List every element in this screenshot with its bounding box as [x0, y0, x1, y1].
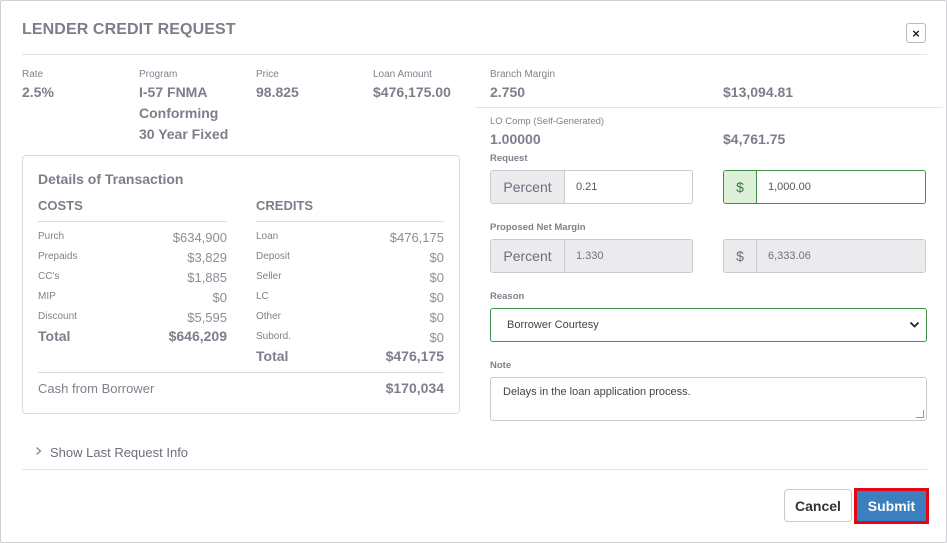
note-text: Delays in the loan application process.	[503, 386, 691, 398]
request-percent-addon: Percent	[491, 171, 565, 203]
request-label: Request	[490, 153, 528, 164]
show-last-request-toggle[interactable]: Show Last Request Info	[35, 445, 188, 460]
proposed-percent-field: 1.330	[565, 240, 692, 272]
chevron-down-icon	[909, 319, 920, 333]
cost-row-label: Prepaids	[38, 251, 78, 262]
credit-row-label: Seller	[256, 271, 282, 282]
show-last-request-label: Show Last Request Info	[50, 445, 189, 460]
credits-total-label: Total	[256, 348, 289, 364]
credit-row-value: $0	[429, 310, 444, 325]
credit-row-label: LC	[256, 291, 269, 302]
reason-selected-value: Borrower Courtesy	[507, 319, 599, 331]
rate-value: 2.5%	[22, 84, 54, 100]
costs-divider	[38, 221, 227, 222]
loan-amount-label: Loan Amount	[373, 69, 432, 80]
note-label: Note	[490, 360, 512, 371]
cost-row-value: $1,885	[187, 270, 227, 285]
request-percent-group: Percent 0.21	[490, 170, 693, 204]
request-percent-input[interactable]: 0.21	[565, 171, 692, 203]
reason-label: Reason	[490, 291, 525, 302]
margin-divider	[475, 107, 943, 108]
resize-handle-icon[interactable]	[916, 410, 924, 418]
cash-divider	[38, 372, 444, 373]
branch-margin-label: Branch Margin	[490, 69, 556, 80]
costs-heading: COSTS	[38, 198, 83, 213]
program-label: Program	[139, 69, 178, 80]
proposed-dollar-field: 6,333.06	[757, 240, 925, 272]
request-dollar-input[interactable]: 1,000.00	[757, 171, 925, 203]
cost-row-value: $634,900	[172, 230, 227, 245]
credits-divider	[256, 221, 444, 222]
cost-row-value: $5,595	[187, 310, 227, 325]
cost-row-value: $0	[212, 290, 227, 305]
footer-divider	[22, 469, 927, 470]
dialog-title: LENDER CREDIT REQUEST	[22, 21, 236, 38]
credit-row-value: $476,175	[389, 230, 444, 245]
chevron-right-icon	[35, 446, 42, 459]
credits-total-value: $476,175	[385, 348, 444, 364]
credit-row-value: $0	[429, 330, 444, 345]
close-icon[interactable]: ×	[906, 23, 926, 43]
credit-row-value: $0	[429, 290, 444, 305]
cancel-button[interactable]: Cancel	[784, 489, 852, 522]
reason-select[interactable]: Borrower Courtesy	[490, 308, 927, 342]
credit-row-label: Subord.	[256, 331, 292, 342]
cash-from-borrower-value: $170,034	[385, 380, 444, 396]
credit-row-label: Loan	[256, 231, 279, 242]
lo-comp-pct: 1.00000	[490, 131, 541, 147]
details-heading: Details of Transaction	[38, 171, 184, 187]
program-value-line3: 30 Year Fixed	[139, 126, 229, 142]
price-label: Price	[256, 69, 279, 80]
proposed-dollar-addon: $	[724, 240, 757, 272]
request-dollar-addon: $	[724, 171, 757, 203]
credit-row-value: $0	[429, 270, 444, 285]
proposed-percent-group: Percent 1.330	[490, 239, 693, 273]
cost-row-label: Purch	[38, 231, 65, 242]
note-textarea[interactable]: Delays in the loan application process.	[490, 377, 927, 421]
cost-row-value: $3,829	[187, 250, 227, 265]
submit-button[interactable]: Submit	[854, 488, 929, 524]
loan-amount-value: $476,175.00	[373, 84, 451, 100]
program-value-line2: Conforming	[139, 105, 219, 121]
costs-total-label: Total	[38, 328, 71, 344]
program-value-line1: I-57 FNMA	[139, 84, 208, 100]
cost-row-label: Discount	[38, 311, 77, 322]
credit-row-label: Other	[256, 311, 282, 322]
request-dollar-group: $ 1,000.00	[723, 170, 926, 204]
proposed-percent-addon: Percent	[491, 240, 565, 272]
rate-label: Rate	[22, 69, 44, 80]
cash-from-borrower-label: Cash from Borrower	[38, 381, 155, 396]
credit-row-value: $0	[429, 250, 444, 265]
details-of-transaction-panel: Details of Transaction COSTS CREDITS Pur…	[22, 155, 460, 414]
header-divider	[22, 54, 927, 55]
credits-heading: CREDITS	[256, 198, 314, 213]
branch-margin-amount: $13,094.81	[723, 84, 794, 100]
lo-comp-amount: $4,761.75	[723, 131, 786, 147]
lo-comp-label: LO Comp (Self-Generated)	[490, 116, 605, 127]
price-value: 98.825	[256, 84, 299, 100]
costs-total-value: $646,209	[168, 328, 227, 344]
cost-row-label: CC's	[38, 271, 60, 282]
cost-row-label: MIP	[38, 291, 56, 302]
proposed-dollar-group: $ 6,333.06	[723, 239, 926, 273]
credit-row-label: Deposit	[256, 251, 290, 262]
branch-margin-pct: 2.750	[490, 84, 526, 100]
proposed-net-margin-label: Proposed Net Margin	[490, 222, 586, 233]
